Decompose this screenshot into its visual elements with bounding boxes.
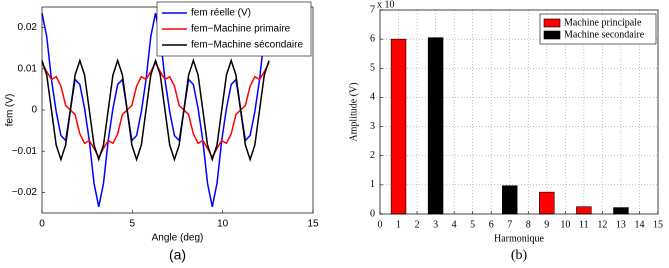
x-tick-label: 14 xyxy=(634,219,644,230)
y-tick-label: 6 xyxy=(370,33,375,44)
bar xyxy=(539,191,555,215)
x-tick-label: 0 xyxy=(39,219,45,230)
x-axis-label: Angle (deg) xyxy=(152,233,204,244)
x-tick-label: 12 xyxy=(597,219,607,230)
axis-multiplier: x 10 xyxy=(377,0,395,10)
x-tick-label: 3 xyxy=(433,219,438,230)
x-tick-label: 0 xyxy=(378,219,383,230)
x-tick-label: 9 xyxy=(544,219,549,230)
y-tick-label: −0.02 xyxy=(12,187,38,198)
line xyxy=(41,60,270,160)
y-tick-label: 3 xyxy=(370,121,375,132)
y-axis-label: fem (V) xyxy=(5,94,16,127)
legend-label: fem−Machine sécondaire xyxy=(191,40,303,51)
legend-label: fem−Machine primaire xyxy=(191,24,291,35)
x-tick-label: 13 xyxy=(616,219,626,230)
bar xyxy=(576,206,592,215)
y-axis-label: Amplitude (V) xyxy=(348,82,359,141)
y-tick-label: 4 xyxy=(370,92,375,103)
legend-label: fem réelle (V) xyxy=(191,8,251,19)
y-tick-label: 0 xyxy=(31,105,37,116)
bar xyxy=(502,185,518,215)
x-tick-label: 2 xyxy=(415,219,420,230)
legend-label: Machine principale xyxy=(564,17,642,28)
bar xyxy=(390,38,407,215)
bar xyxy=(613,207,629,215)
line xyxy=(41,58,270,162)
y-tick-label: 1 xyxy=(370,179,375,190)
x-tick-label: 5 xyxy=(470,219,475,230)
bar xyxy=(427,37,444,215)
plot-frame xyxy=(379,9,659,215)
y-tick-label: 0 xyxy=(370,208,375,219)
x-tick-label: 15 xyxy=(307,219,319,230)
chart-b: 0 1 2 3 4 5 6 7 8 9 10 11 12 13 14 1501234567Harmonique… xyxy=(348,0,663,263)
x-axis-label: Harmonique xyxy=(494,233,545,244)
caption: (a) xyxy=(169,247,186,263)
x-tick-label: 7 xyxy=(507,219,512,230)
x-tick-label: 10 xyxy=(217,219,229,230)
y-tick-label: 5 xyxy=(370,63,375,74)
x-tick-label: 4 xyxy=(452,219,457,230)
y-tick-label: 0.02 xyxy=(18,22,38,33)
line xyxy=(41,13,270,207)
x-tick-label: 15 xyxy=(653,219,663,230)
chart-a: 0 5 10 15 −0.02 −0.01 0 0.01 0.02 Angle (deg) fem … xyxy=(5,1,319,263)
y-tick-label: 2 xyxy=(370,150,375,161)
x-tick-label: 6 xyxy=(489,219,494,230)
legend-label: Machine secondaire xyxy=(564,29,645,40)
x-tick-label: 1 xyxy=(396,219,401,230)
x-tick-label: 8 xyxy=(526,219,531,230)
x-tick-label: 10 xyxy=(560,219,570,230)
x-tick-label: 5 xyxy=(130,219,136,230)
legend-swatch xyxy=(543,18,561,28)
caption: (b) xyxy=(511,248,528,263)
y-tick-label: 0.01 xyxy=(18,63,38,74)
y-tick-label: 7 xyxy=(370,4,375,15)
legend-swatch xyxy=(543,30,561,40)
x-tick-label: 11 xyxy=(579,219,589,230)
y-tick-label: −0.01 xyxy=(12,146,38,157)
